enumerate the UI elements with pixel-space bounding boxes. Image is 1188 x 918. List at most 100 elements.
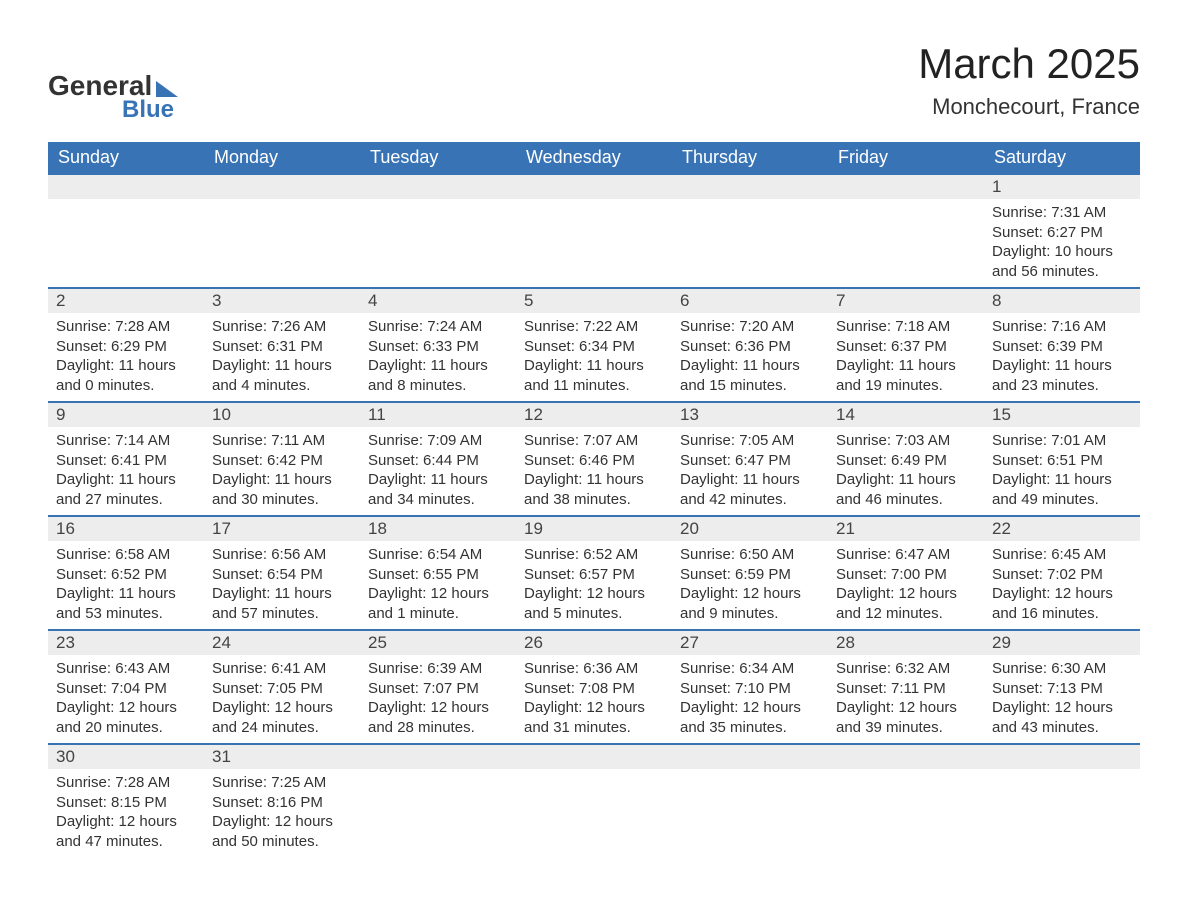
calendar-cell <box>672 744 828 857</box>
sunrise-line: Sunrise: 7:11 AM <box>212 431 352 451</box>
day-number: 11 <box>360 403 516 427</box>
day-body: Sunrise: 7:03 AMSunset: 6:49 PMDaylight:… <box>828 427 984 515</box>
day-number: 5 <box>516 289 672 313</box>
calendar-cell: 6Sunrise: 7:20 AMSunset: 6:36 PMDaylight… <box>672 288 828 402</box>
day-number: 30 <box>48 745 204 769</box>
day-body: Sunrise: 6:39 AMSunset: 7:07 PMDaylight:… <box>360 655 516 743</box>
day-body: Sunrise: 6:41 AMSunset: 7:05 PMDaylight:… <box>204 655 360 743</box>
daylight-line: Daylight: 11 hours and 49 minutes. <box>992 470 1132 509</box>
day-number: 6 <box>672 289 828 313</box>
sunrise-line: Sunrise: 6:45 AM <box>992 545 1132 565</box>
sunset-line: Sunset: 7:10 PM <box>680 679 820 699</box>
sunset-line: Sunset: 6:41 PM <box>56 451 196 471</box>
col-friday: Friday <box>828 142 984 174</box>
calendar-cell: 13Sunrise: 7:05 AMSunset: 6:47 PMDayligh… <box>672 402 828 516</box>
day-number: 10 <box>204 403 360 427</box>
day-number: 27 <box>672 631 828 655</box>
day-number: 19 <box>516 517 672 541</box>
sunrise-line: Sunrise: 7:18 AM <box>836 317 976 337</box>
sunrise-line: Sunrise: 7:09 AM <box>368 431 508 451</box>
daylight-line: Daylight: 11 hours and 38 minutes. <box>524 470 664 509</box>
sunset-line: Sunset: 7:02 PM <box>992 565 1132 585</box>
calendar-cell <box>48 174 204 288</box>
sunset-line: Sunset: 7:00 PM <box>836 565 976 585</box>
sunset-line: Sunset: 8:16 PM <box>212 793 352 813</box>
sunset-line: Sunset: 6:33 PM <box>368 337 508 357</box>
day-body: Sunrise: 7:07 AMSunset: 6:46 PMDaylight:… <box>516 427 672 515</box>
day-body <box>48 199 204 277</box>
day-number: 21 <box>828 517 984 541</box>
sunrise-line: Sunrise: 7:07 AM <box>524 431 664 451</box>
day-body: Sunrise: 7:24 AMSunset: 6:33 PMDaylight:… <box>360 313 516 401</box>
calendar-cell: 27Sunrise: 6:34 AMSunset: 7:10 PMDayligh… <box>672 630 828 744</box>
daylight-line: Daylight: 12 hours and 28 minutes. <box>368 698 508 737</box>
sunset-line: Sunset: 6:37 PM <box>836 337 976 357</box>
sunset-line: Sunset: 7:13 PM <box>992 679 1132 699</box>
day-number: 2 <box>48 289 204 313</box>
day-number: 16 <box>48 517 204 541</box>
sunrise-line: Sunrise: 6:39 AM <box>368 659 508 679</box>
day-body: Sunrise: 7:31 AMSunset: 6:27 PMDaylight:… <box>984 199 1140 287</box>
sunrise-line: Sunrise: 6:58 AM <box>56 545 196 565</box>
daylight-line: Daylight: 11 hours and 11 minutes. <box>524 356 664 395</box>
sunset-line: Sunset: 6:31 PM <box>212 337 352 357</box>
day-number: 25 <box>360 631 516 655</box>
calendar-cell <box>828 744 984 857</box>
daylight-line: Daylight: 11 hours and 0 minutes. <box>56 356 196 395</box>
calendar-week-row: 1Sunrise: 7:31 AMSunset: 6:27 PMDaylight… <box>48 174 1140 288</box>
day-number: 1 <box>984 175 1140 199</box>
sunrise-line: Sunrise: 6:43 AM <box>56 659 196 679</box>
month-title: March 2025 <box>918 40 1140 88</box>
day-number <box>672 175 828 199</box>
calendar-cell: 22Sunrise: 6:45 AMSunset: 7:02 PMDayligh… <box>984 516 1140 630</box>
sunset-line: Sunset: 6:39 PM <box>992 337 1132 357</box>
calendar-cell: 30Sunrise: 7:28 AMSunset: 8:15 PMDayligh… <box>48 744 204 857</box>
day-number: 8 <box>984 289 1140 313</box>
day-body <box>672 769 828 847</box>
daylight-line: Daylight: 12 hours and 16 minutes. <box>992 584 1132 623</box>
calendar-table: Sunday Monday Tuesday Wednesday Thursday… <box>48 142 1140 857</box>
day-number: 13 <box>672 403 828 427</box>
daylight-line: Daylight: 11 hours and 34 minutes. <box>368 470 508 509</box>
daylight-line: Daylight: 10 hours and 56 minutes. <box>992 242 1132 281</box>
calendar-cell: 8Sunrise: 7:16 AMSunset: 6:39 PMDaylight… <box>984 288 1140 402</box>
calendar-cell: 3Sunrise: 7:26 AMSunset: 6:31 PMDaylight… <box>204 288 360 402</box>
calendar-cell: 10Sunrise: 7:11 AMSunset: 6:42 PMDayligh… <box>204 402 360 516</box>
calendar-cell: 26Sunrise: 6:36 AMSunset: 7:08 PMDayligh… <box>516 630 672 744</box>
day-number: 3 <box>204 289 360 313</box>
calendar-cell: 4Sunrise: 7:24 AMSunset: 6:33 PMDaylight… <box>360 288 516 402</box>
sunrise-line: Sunrise: 7:20 AM <box>680 317 820 337</box>
sunrise-line: Sunrise: 6:56 AM <box>212 545 352 565</box>
sunset-line: Sunset: 6:46 PM <box>524 451 664 471</box>
day-body: Sunrise: 7:01 AMSunset: 6:51 PMDaylight:… <box>984 427 1140 515</box>
day-number <box>204 175 360 199</box>
col-saturday: Saturday <box>984 142 1140 174</box>
day-body: Sunrise: 6:58 AMSunset: 6:52 PMDaylight:… <box>48 541 204 629</box>
day-body: Sunrise: 7:18 AMSunset: 6:37 PMDaylight:… <box>828 313 984 401</box>
day-body: Sunrise: 7:22 AMSunset: 6:34 PMDaylight:… <box>516 313 672 401</box>
sunset-line: Sunset: 6:44 PM <box>368 451 508 471</box>
calendar-week-row: 23Sunrise: 6:43 AMSunset: 7:04 PMDayligh… <box>48 630 1140 744</box>
daylight-line: Daylight: 12 hours and 39 minutes. <box>836 698 976 737</box>
calendar-cell <box>984 744 1140 857</box>
sunrise-line: Sunrise: 7:31 AM <box>992 203 1132 223</box>
sunset-line: Sunset: 7:07 PM <box>368 679 508 699</box>
sunrise-line: Sunrise: 6:47 AM <box>836 545 976 565</box>
calendar-cell <box>516 174 672 288</box>
sunset-line: Sunset: 6:29 PM <box>56 337 196 357</box>
location-label: Monchecourt, France <box>918 94 1140 120</box>
sunrise-line: Sunrise: 6:52 AM <box>524 545 664 565</box>
calendar-cell: 29Sunrise: 6:30 AMSunset: 7:13 PMDayligh… <box>984 630 1140 744</box>
col-tuesday: Tuesday <box>360 142 516 174</box>
sunset-line: Sunset: 7:11 PM <box>836 679 976 699</box>
calendar-cell: 25Sunrise: 6:39 AMSunset: 7:07 PMDayligh… <box>360 630 516 744</box>
daylight-line: Daylight: 11 hours and 23 minutes. <box>992 356 1132 395</box>
daylight-line: Daylight: 12 hours and 43 minutes. <box>992 698 1132 737</box>
calendar-cell: 16Sunrise: 6:58 AMSunset: 6:52 PMDayligh… <box>48 516 204 630</box>
sunset-line: Sunset: 6:36 PM <box>680 337 820 357</box>
calendar-cell <box>516 744 672 857</box>
day-body: Sunrise: 6:50 AMSunset: 6:59 PMDaylight:… <box>672 541 828 629</box>
sunset-line: Sunset: 6:55 PM <box>368 565 508 585</box>
day-body: Sunrise: 7:09 AMSunset: 6:44 PMDaylight:… <box>360 427 516 515</box>
day-body <box>984 769 1140 847</box>
